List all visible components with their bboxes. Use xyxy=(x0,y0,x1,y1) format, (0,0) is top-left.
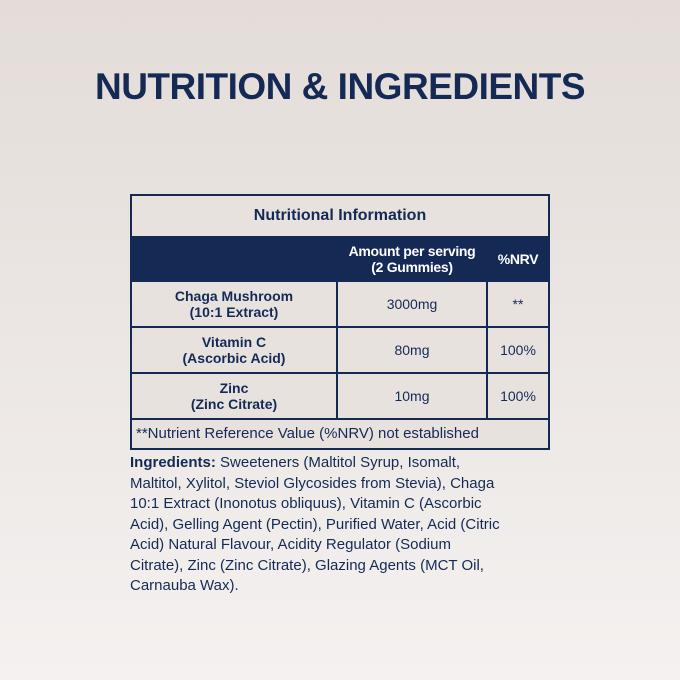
nutrition-table: Nutritional Information Amount per servi… xyxy=(130,194,550,450)
nutrient-sub: (10:1 Extract) xyxy=(189,304,279,320)
nutrient-nrv: ** xyxy=(486,280,550,328)
header-empty xyxy=(130,236,338,282)
nutrient-sub: (Ascorbic Acid) xyxy=(182,350,286,366)
ingredients-line: Ingredients: Sweeteners (Maltitol Syrup,… xyxy=(130,453,560,474)
table-footnote: **Nutrient Reference Value (%NRV) not es… xyxy=(130,418,550,450)
nutrient-amount: 3000mg xyxy=(336,280,488,328)
header-amount-line1: Amount per serving xyxy=(348,243,476,259)
table-header-row: Amount per serving (2 Gummies) %NRV xyxy=(130,236,550,282)
nutrient-nrv: 100% xyxy=(486,372,550,420)
ingredients-line: Acid) Natural Flavour, Acidity Regulator… xyxy=(130,536,451,553)
table-row: Vitamin C (Ascorbic Acid) 80mg 100% xyxy=(130,326,550,374)
page-title: NUTRITION & INGREDIENTS xyxy=(94,66,586,107)
ingredients-label: Ingredients: xyxy=(130,454,216,471)
table-row: Zinc (Zinc Citrate) 10mg 100% xyxy=(130,372,550,420)
header-amount-line2: (2 Gummies) xyxy=(371,259,453,275)
ingredients-line: Citrate), Zinc (Zinc Citrate), Glazing A… xyxy=(130,556,484,574)
ingredients-line: Acid), Gelling Agent (Pectin), Purified … xyxy=(130,515,500,533)
nutrient-nrv: 100% xyxy=(486,326,550,374)
nutrient-name: Chaga Mushroom (10:1 Extract) xyxy=(130,280,338,328)
ingredients-text: Ingredients: Sweeteners (Maltitol Syrup,… xyxy=(130,453,560,597)
ingredients-line: Carnauba Wax). xyxy=(130,577,239,594)
header-nrv: %NRV xyxy=(486,236,550,282)
ingredients-line: 10:1 Extract (Inonotus obliquus), Vitami… xyxy=(130,495,482,512)
table-caption: Nutritional Information xyxy=(130,194,550,238)
nutrient-sub: (Zinc Citrate) xyxy=(190,396,278,412)
ingredients-line: Maltitol, Xylitol, Steviol Glycosides fr… xyxy=(130,474,495,492)
nutrient-title: Zinc xyxy=(219,380,249,396)
nutrient-name: Vitamin C (Ascorbic Acid) xyxy=(130,326,338,374)
nutrient-amount: 10mg xyxy=(336,372,488,420)
nutrient-amount: 80mg xyxy=(336,326,488,374)
table-row: Chaga Mushroom (10:1 Extract) 3000mg ** xyxy=(130,280,550,328)
nutrient-title: Vitamin C xyxy=(201,334,267,350)
nutrient-name: Zinc (Zinc Citrate) xyxy=(130,372,338,420)
ingredients-line-text: Sweeteners (Maltitol Syrup, Isomalt, xyxy=(215,454,461,471)
nutrient-title: Chaga Mushroom xyxy=(174,288,294,304)
header-amount: Amount per serving (2 Gummies) xyxy=(336,236,488,282)
